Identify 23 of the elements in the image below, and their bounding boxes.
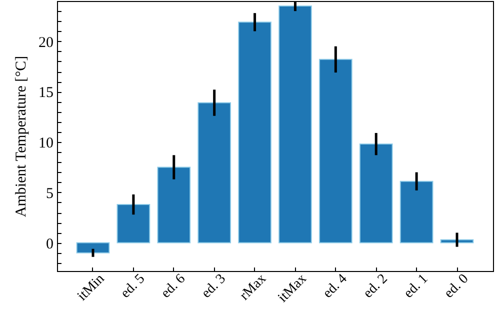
y-tick-label: 20: [38, 34, 54, 51]
bar: [116, 204, 150, 244]
bar: [278, 6, 312, 244]
bar: [76, 242, 110, 254]
bar: [440, 239, 474, 244]
bar: [400, 180, 434, 244]
x-tick-label: ed. 0: [442, 272, 472, 302]
y-tick-label: 10: [38, 136, 54, 152]
x-tick-label: ed. 5: [118, 272, 148, 302]
y-tick-label: 15: [38, 85, 54, 102]
x-tick-label: ed. 1: [401, 272, 432, 302]
y-axis-title: Ambient Temperature [°C]: [14, 56, 30, 218]
x-tick-label: ed. 3: [199, 272, 229, 302]
bar: [318, 58, 352, 244]
bar: [359, 144, 393, 244]
y-tick-label: 5: [46, 186, 54, 202]
y-tick-label: 0: [46, 236, 54, 252]
bar: [198, 102, 232, 244]
bar: [238, 22, 272, 244]
x-tick-label: ed. 4: [320, 272, 350, 302]
x-tick-label: ed. 2: [360, 272, 391, 302]
bar: [157, 166, 191, 244]
x-tick-label: ed. 6: [158, 272, 188, 302]
